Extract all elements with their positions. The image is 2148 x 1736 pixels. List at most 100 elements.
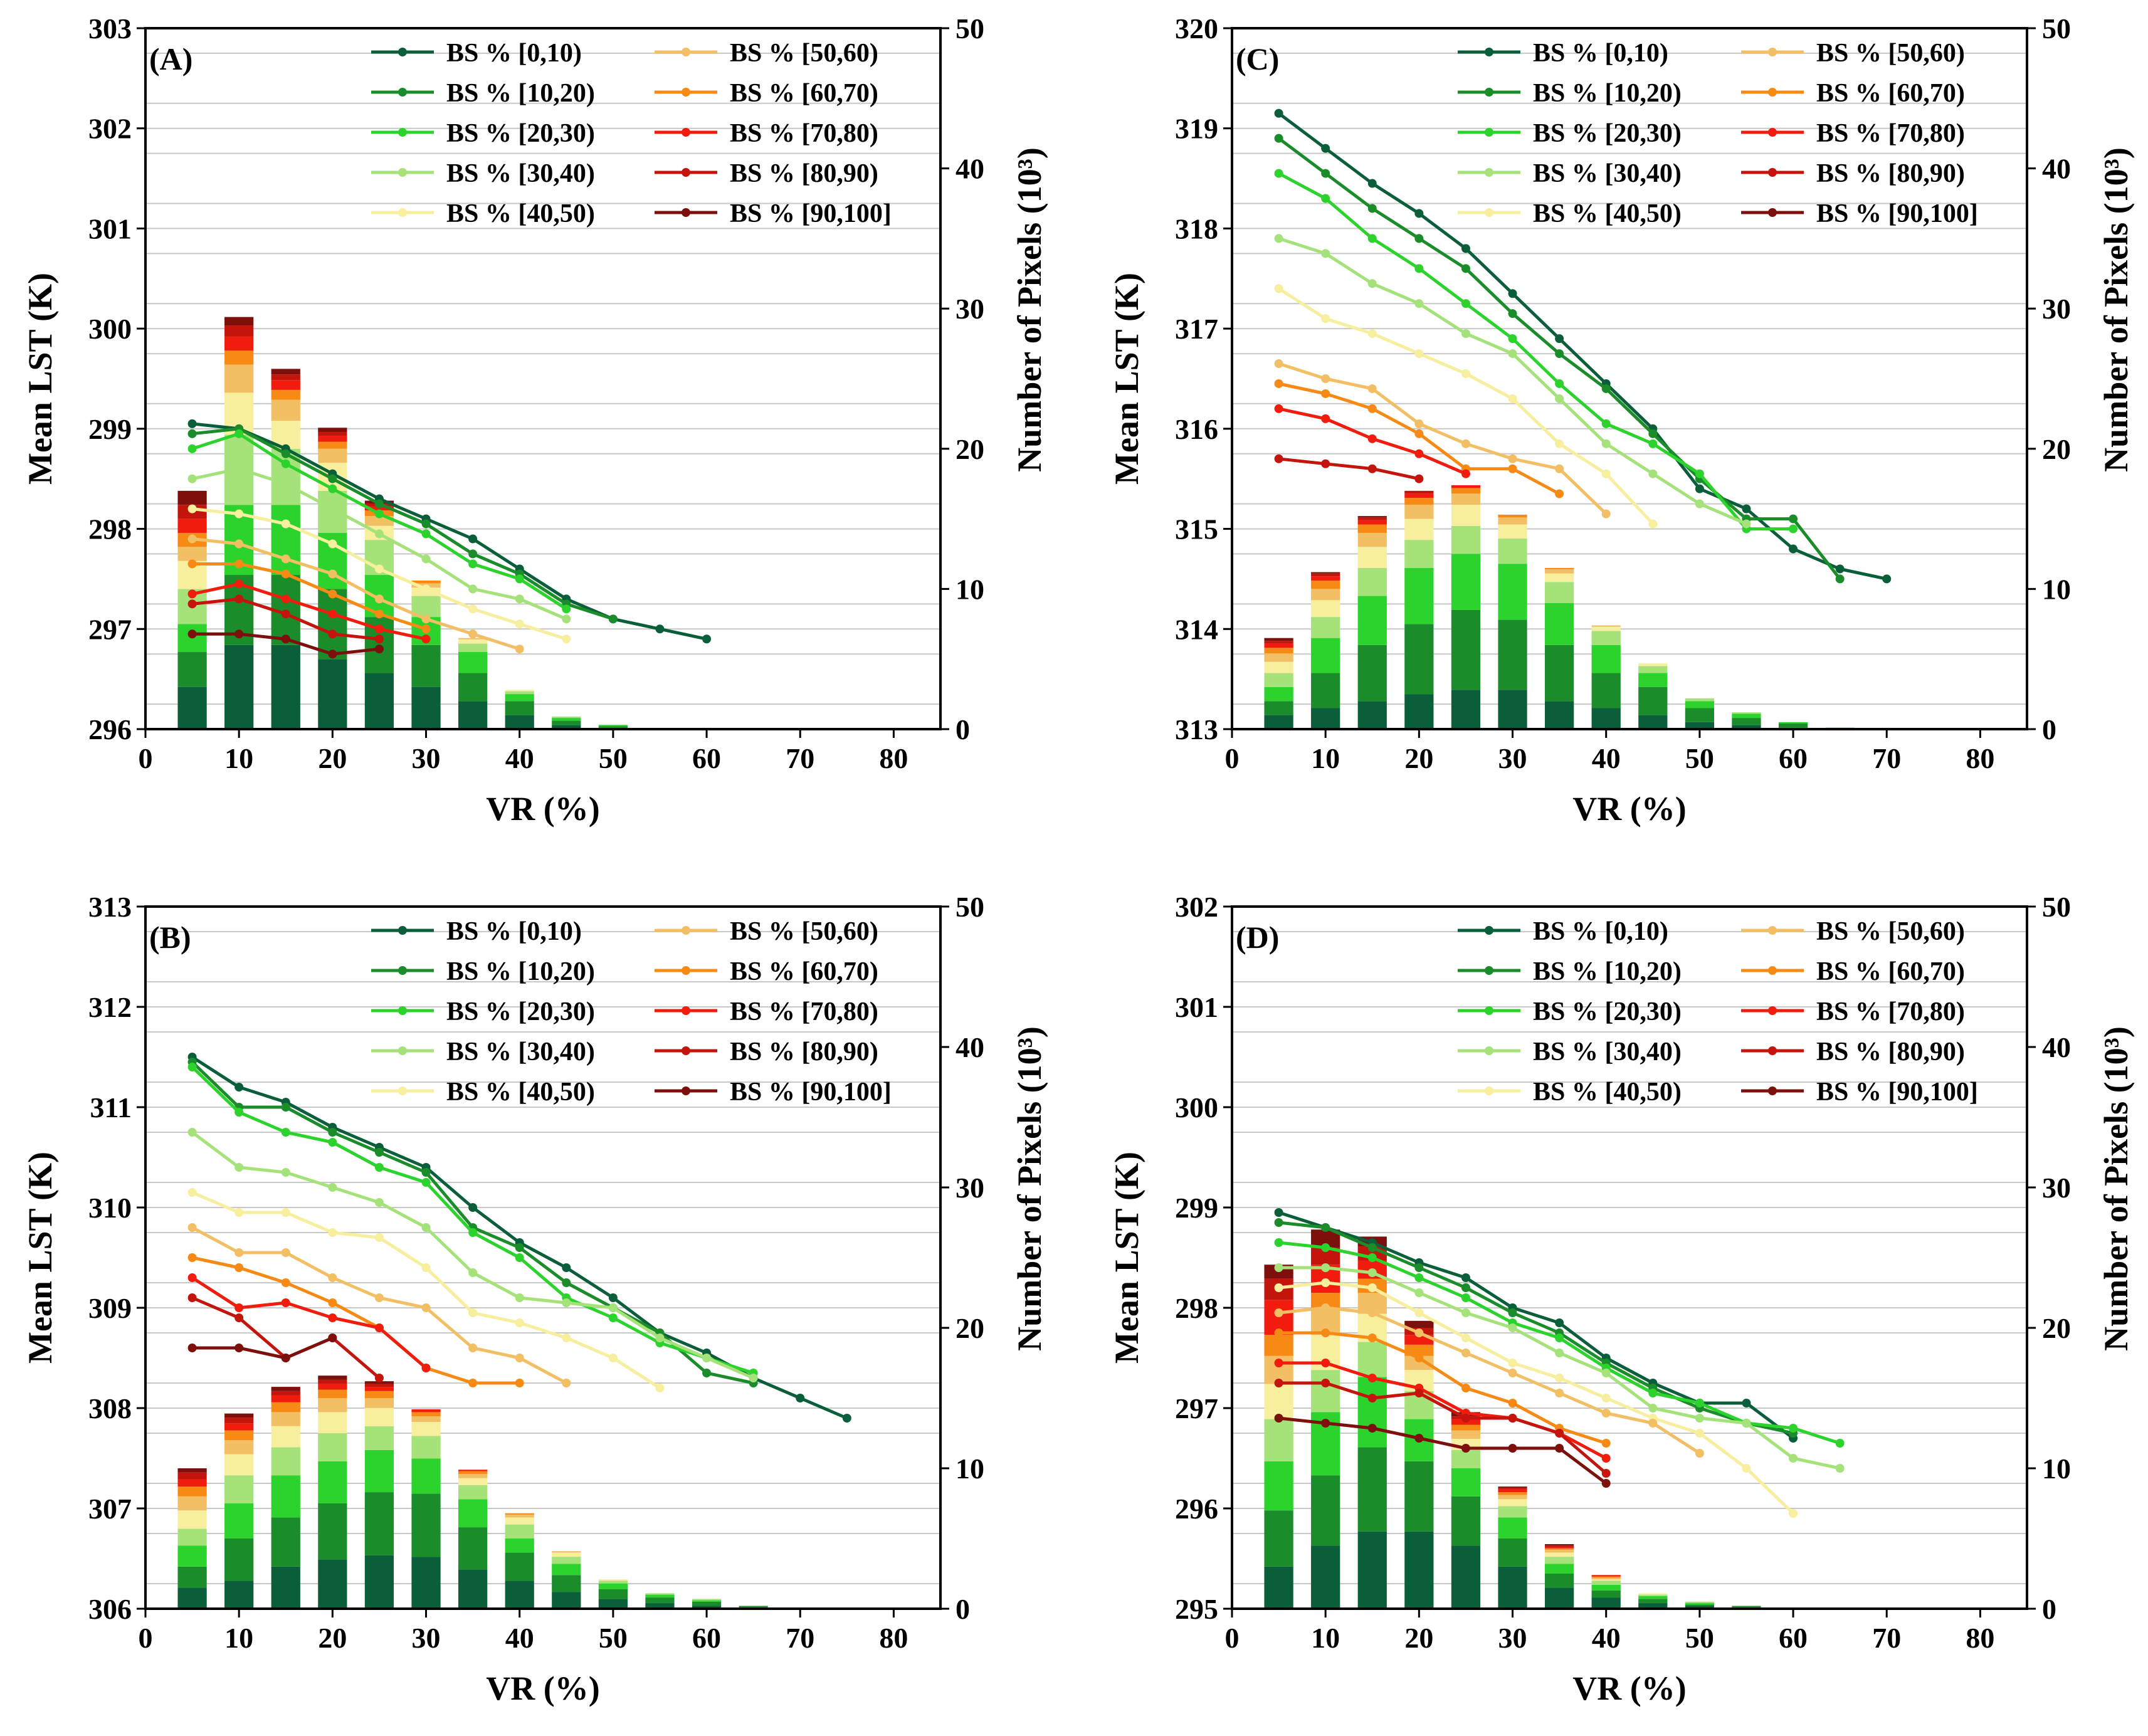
x-tick-label: 70: [1872, 1622, 1901, 1654]
y-tick-label: 307: [88, 1493, 132, 1525]
bar-segment: [271, 644, 300, 729]
data-point: [328, 650, 337, 659]
data-point: [281, 459, 290, 468]
data-point: [328, 1334, 337, 1342]
bar-segment: [1311, 600, 1340, 618]
data-point: [1461, 1308, 1470, 1317]
legend-label: BS % [50,60): [1816, 917, 1965, 946]
bar-segment: [458, 1527, 488, 1570]
x-tick-label: 50: [1685, 1622, 1714, 1654]
series-line: [1278, 1381, 1608, 1475]
bar-segment: [1451, 1430, 1481, 1439]
bar-segment: [224, 336, 254, 351]
bar-segment: [271, 374, 300, 381]
bar-segment: [505, 1513, 534, 1515]
bar-segment: [1404, 498, 1434, 505]
series-line: [1278, 237, 1747, 525]
data-point: [749, 1374, 758, 1382]
bar-segment: [224, 1539, 254, 1581]
data-point: [515, 1354, 524, 1362]
data-point: [1555, 1374, 1564, 1382]
y-tick-label: 296: [88, 713, 132, 745]
legend-marker: [398, 1086, 407, 1095]
bar-segment: [318, 659, 347, 729]
data-point: [328, 1183, 337, 1192]
data-point: [328, 1128, 337, 1137]
bar-segment: [552, 1551, 581, 1553]
data-point: [515, 1293, 524, 1302]
data-point: [1555, 334, 1564, 344]
x-tick-label: 60: [1779, 1622, 1808, 1654]
bar-segment: [1404, 490, 1434, 494]
y2-tick-label: 30: [956, 1172, 984, 1204]
bar-segment: [1311, 673, 1340, 708]
data-point: [1789, 544, 1798, 554]
data-point: [468, 1268, 478, 1277]
bar-segment: [598, 1579, 628, 1581]
data-point: [1414, 1389, 1424, 1397]
data-point: [374, 1374, 384, 1382]
bar-segment: [505, 690, 534, 692]
data-point: [374, 564, 384, 574]
series-line: [1278, 1281, 1794, 1515]
y2-tick-label: 10: [956, 573, 984, 605]
bar-segment: [1778, 723, 1808, 728]
bar-segment: [1404, 1531, 1434, 1609]
data-point: [1835, 574, 1845, 584]
panel-d: 0 10 20 30 40 50 60 70 8029529629729829930030130…: [1108, 891, 2135, 1707]
legend-label: BS % [40,50): [1533, 1078, 1682, 1107]
legend-marker: [398, 1006, 407, 1015]
bar-segment: [1778, 722, 1808, 724]
bar-segment: [1591, 673, 1621, 708]
data-point: [1414, 234, 1424, 243]
panel-label: (D): [1236, 920, 1279, 955]
x-tick-label: 50: [599, 1622, 628, 1654]
bar-segment: [1498, 1486, 1527, 1488]
legend-marker: [682, 168, 690, 177]
y2-tick-label: 0: [2042, 1593, 2056, 1625]
bar-segment: [1591, 1597, 1621, 1609]
bar-segment: [1498, 690, 1527, 729]
bar-segment: [1404, 624, 1434, 695]
bar-segment: [1685, 708, 1715, 722]
bar-segment: [1638, 1599, 1668, 1604]
y2-tick-label: 20: [2042, 1312, 2071, 1344]
y-tick-label: 308: [88, 1392, 132, 1424]
bar-segment: [1357, 596, 1387, 645]
bar-segment: [411, 580, 441, 584]
data-point: [421, 634, 431, 644]
bar-segment: [1264, 1566, 1293, 1609]
bar-segment: [1498, 564, 1527, 620]
data-point: [1648, 469, 1658, 478]
bar-segment: [598, 726, 628, 728]
legend-marker: [1485, 1086, 1493, 1095]
data-point: [1789, 1509, 1798, 1518]
bar-segment: [318, 1559, 347, 1609]
data-point: [1367, 234, 1377, 243]
series-line: [191, 1276, 428, 1369]
data-point: [1367, 1394, 1377, 1402]
y-tick-label: 313: [88, 891, 132, 923]
bar-segment: [271, 1387, 300, 1391]
data-point: [515, 594, 524, 604]
bar-segment: [318, 1389, 347, 1398]
legend-label: BS % [0,10): [446, 917, 582, 946]
data-point: [1321, 1419, 1330, 1428]
data-point: [328, 1313, 337, 1322]
x-tick-label: 80: [1966, 742, 1994, 774]
bar-segment: [692, 1600, 722, 1602]
bar-segment: [177, 1479, 207, 1487]
bar-segment: [1404, 493, 1434, 498]
bar-segment: [505, 694, 534, 702]
bar-segment: [318, 441, 347, 449]
bar-segment: [364, 1407, 394, 1426]
x-tick-label: 20: [318, 742, 347, 774]
data-point: [1274, 1263, 1283, 1272]
series-line: [192, 562, 427, 631]
data-point: [374, 594, 384, 604]
data-point: [1274, 1218, 1283, 1227]
bar-segment: [1264, 701, 1293, 715]
data-point: [1601, 509, 1611, 518]
y-tick-label: 302: [88, 113, 132, 145]
data-point: [1835, 1464, 1845, 1473]
